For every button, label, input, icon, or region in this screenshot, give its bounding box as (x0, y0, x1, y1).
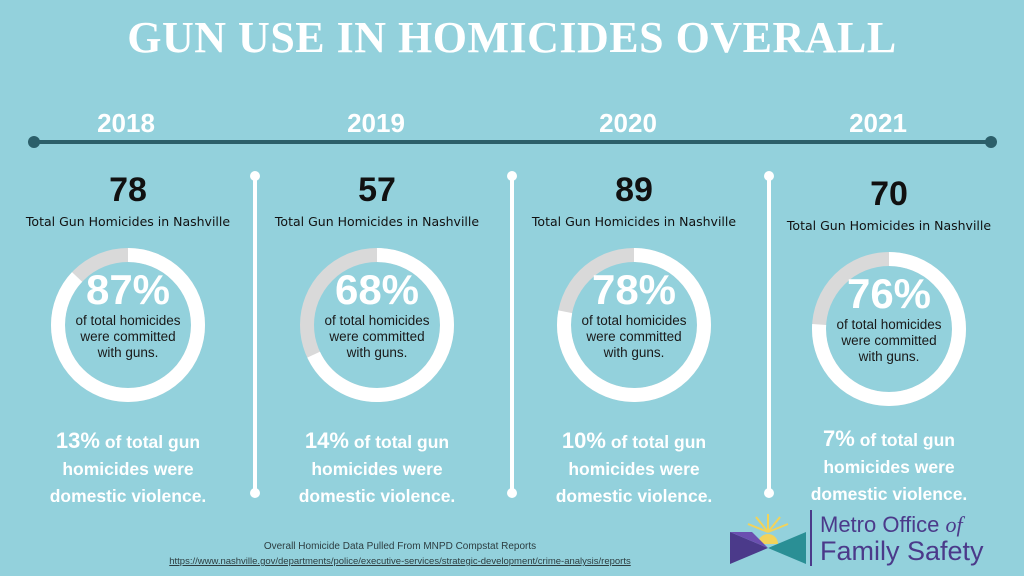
dv-percent: 14% (304, 428, 349, 453)
dv-text-line: homicides were (568, 459, 700, 479)
dv-text-line: homicides were (823, 457, 955, 477)
column-separator (767, 175, 771, 493)
timeline-start-dot (28, 136, 40, 148)
ring-fill-arc (812, 252, 966, 406)
separator-dot (507, 488, 517, 498)
gun-share-donut (51, 248, 205, 402)
timeline-line (34, 140, 990, 144)
separator-dot (764, 171, 774, 181)
column-separator (510, 175, 514, 493)
dv-percent: 7% (823, 426, 855, 451)
gun-share-donut (300, 248, 454, 402)
gun-homicide-count-label: Total Gun Homicides in Nashville (786, 218, 992, 233)
gun-share-ring: 87% of total homicides were committed wi… (48, 245, 208, 405)
year-column-2021: 70 Total Gun Homicides in Nashville 76% … (764, 172, 1014, 508)
gun-homicide-count: 70 (870, 175, 908, 213)
separator-dot (250, 488, 260, 498)
year-label-2021: 2021 (849, 108, 907, 138)
sunrise-logo-icon (730, 514, 806, 564)
gun-share-percent: 78% (591, 266, 677, 313)
source-note: Overall Homicide Data Pulled From MNPD C… (263, 541, 537, 552)
ring-fill-arc (51, 248, 205, 402)
domestic-violence-stat: 10% of total gun homicides were domestic… (509, 427, 759, 510)
gun-share-desc-line: of total homicides (75, 313, 181, 328)
domestic-violence-stat: 13% of total gun homicides were domestic… (3, 427, 253, 510)
gun-share-ring: 68% of total homicides were committed wi… (297, 245, 457, 405)
column-separator (253, 175, 257, 493)
logo-text-line2: Family Safety (820, 536, 984, 566)
dv-text-line: of total gun (353, 432, 450, 452)
gun-homicide-count: 89 (615, 171, 653, 209)
gun-share-desc-line: with guns. (97, 345, 159, 360)
metro-office-family-safety-logo: Metro Office of Family Safety (728, 508, 1018, 572)
separator-dot (250, 171, 260, 181)
dv-text-line: domestic violence. (555, 486, 713, 506)
year-label-2019: 2019 (347, 108, 405, 138)
domestic-violence-stat: 14% of total gun homicides were domestic… (252, 427, 502, 510)
logo-divider (810, 510, 812, 566)
page-title: GUN USE IN HOMICIDES OVERALL (127, 13, 897, 62)
gun-homicide-count: 78 (109, 171, 147, 209)
dv-text-line: of total gun (104, 432, 201, 452)
dv-text-line: domestic violence. (49, 486, 207, 506)
gun-share-desc-line: with guns. (346, 345, 408, 360)
gun-share-percent: 76% (846, 270, 932, 317)
gun-share-percent: 87% (85, 266, 171, 313)
year-column-2018: 78 Total Gun Homicides in Nashville 87% … (3, 168, 253, 510)
dv-percent: 10% (561, 428, 606, 453)
gun-share-desc-line: were committed (329, 329, 425, 344)
separator-dot (764, 488, 774, 498)
gun-share-desc-line: of total homicides (324, 313, 430, 328)
gun-share-desc-line: were committed (586, 329, 682, 344)
separator-dot (507, 171, 517, 181)
year-column-2019: 57 Total Gun Homicides in Nashville 68% … (252, 168, 502, 510)
year-label-2018: 2018 (97, 108, 155, 138)
gun-share-desc-line: with guns. (603, 345, 665, 360)
dv-text-line: of total gun (610, 432, 707, 452)
year-label-2020: 2020 (599, 108, 657, 138)
gun-homicide-count-label: Total Gun Homicides in Nashville (531, 214, 737, 229)
gun-share-percent: 68% (334, 266, 420, 313)
gun-share-desc-line: were committed (80, 329, 176, 344)
dv-text-line: domestic violence. (810, 484, 968, 504)
gun-homicide-count-label: Total Gun Homicides in Nashville (25, 214, 231, 229)
gun-share-desc-line: of total homicides (836, 317, 942, 332)
dv-percent: 13% (55, 428, 100, 453)
gun-share-ring: 76% of total homicides were committed wi… (809, 249, 969, 409)
domestic-violence-stat: 7% of total gun homicides were domestic … (764, 425, 1014, 508)
year-column-2020: 89 Total Gun Homicides in Nashville 78% … (509, 168, 759, 510)
ring-fill-arc (557, 248, 711, 402)
dv-text-line: homicides were (62, 459, 194, 479)
dv-text-line: of total gun (859, 430, 955, 450)
ring-fill-arc (300, 248, 454, 402)
timeline-end-dot (985, 136, 997, 148)
gun-share-donut (812, 252, 966, 406)
source-link[interactable]: https://www.nashville.gov/departments/po… (169, 556, 631, 567)
dv-text-line: homicides were (311, 459, 443, 479)
gun-share-ring: 78% of total homicides were committed wi… (554, 245, 714, 405)
gun-homicide-count: 57 (358, 171, 396, 209)
gun-share-desc-line: with guns. (858, 349, 920, 364)
gun-share-desc-line: of total homicides (581, 313, 687, 328)
gun-share-donut (557, 248, 711, 402)
dv-text-line: domestic violence. (298, 486, 456, 506)
gun-homicide-count-label: Total Gun Homicides in Nashville (274, 214, 480, 229)
gun-share-desc-line: were committed (841, 333, 937, 348)
logo-text-line1: Metro Office of (820, 512, 963, 537)
